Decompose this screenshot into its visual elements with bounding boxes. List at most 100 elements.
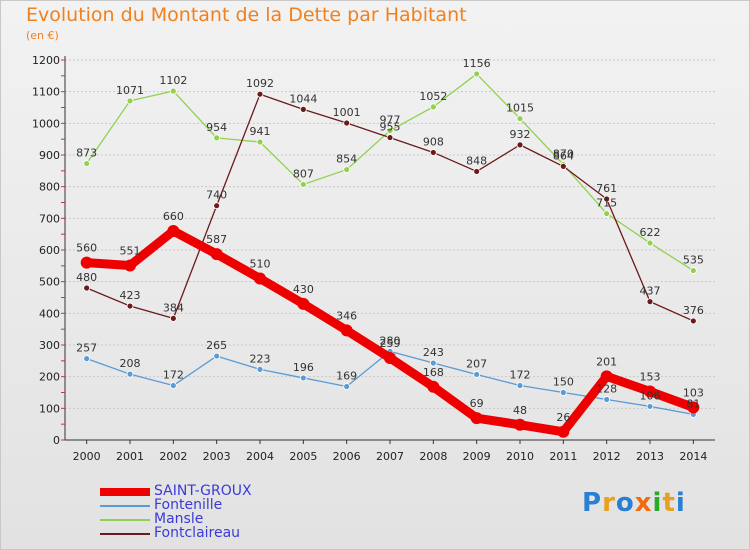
data-point <box>559 162 567 170</box>
data-label: 259 <box>380 337 401 350</box>
data-label: 1015 <box>506 102 534 115</box>
data-label: 172 <box>163 369 184 382</box>
data-point <box>299 106 307 113</box>
data-point <box>83 355 91 363</box>
data-label: 168 <box>423 366 444 379</box>
data-label: 346 <box>336 309 357 322</box>
data-point <box>83 284 91 292</box>
data-point <box>256 365 264 373</box>
data-label: 423 <box>120 289 141 302</box>
y-tick-label: 800 <box>39 181 60 194</box>
y-tick-label: 0 <box>53 434 60 447</box>
x-tick-label: 2011 <box>549 450 577 463</box>
data-point <box>213 202 221 210</box>
data-label: 954 <box>206 121 227 134</box>
data-label: 26 <box>556 411 570 424</box>
data-label: 1001 <box>333 106 361 119</box>
legend-swatch <box>100 533 150 535</box>
data-label: 535 <box>683 254 704 267</box>
data-label: 81 <box>686 397 700 410</box>
data-label: 223 <box>250 352 271 365</box>
data-label: 208 <box>120 357 141 370</box>
data-point <box>687 401 700 414</box>
data-label: 376 <box>683 304 704 317</box>
x-tick-label: 2001 <box>116 450 144 463</box>
data-point <box>646 239 654 247</box>
data-point <box>213 352 221 360</box>
data-label: 622 <box>640 226 661 239</box>
x-tick-label: 2009 <box>463 450 491 463</box>
chart-unit: (en €) <box>26 29 59 42</box>
data-label: 1156 <box>463 57 491 70</box>
x-tick-label: 2004 <box>246 450 274 463</box>
data-point <box>427 380 440 393</box>
data-point <box>254 272 266 285</box>
legend-label: SAINT-GROUX <box>154 483 252 499</box>
data-point <box>473 168 481 175</box>
data-label: 265 <box>206 339 227 352</box>
data-label: 873 <box>76 147 97 160</box>
data-point <box>256 138 264 146</box>
x-tick-label: 2002 <box>159 450 187 463</box>
y-tick-label: 200 <box>39 371 60 384</box>
data-label: 1052 <box>419 90 447 103</box>
data-point <box>429 149 437 156</box>
data-point <box>473 371 481 378</box>
data-label: 854 <box>336 153 357 166</box>
x-tick-label: 2006 <box>333 450 361 463</box>
data-point <box>124 259 136 272</box>
data-point <box>600 370 613 383</box>
data-point <box>343 166 351 173</box>
data-point <box>646 403 654 410</box>
y-tick-label: 700 <box>39 212 60 225</box>
data-point <box>213 134 221 142</box>
legend-label: Mansle <box>154 511 204 527</box>
y-tick-label: 600 <box>39 244 60 257</box>
data-label: 103 <box>683 386 704 399</box>
legend-swatch <box>100 519 150 521</box>
data-point <box>386 127 394 135</box>
data-point <box>516 141 524 149</box>
data-point <box>169 382 177 389</box>
data-label: 740 <box>206 189 227 202</box>
x-tick-label: 2013 <box>636 450 664 463</box>
data-point <box>514 418 526 431</box>
data-label: 587 <box>206 233 227 246</box>
data-point <box>297 297 310 310</box>
data-label: 1092 <box>246 77 274 90</box>
data-label: 437 <box>640 285 661 298</box>
proxiti-logo: Proxiti <box>582 488 686 518</box>
data-point <box>603 210 611 217</box>
data-point <box>429 359 437 367</box>
x-tick-label: 2007 <box>376 450 404 463</box>
data-point <box>429 103 437 111</box>
data-label: 243 <box>423 346 444 359</box>
data-label: 715 <box>596 197 617 210</box>
series-line-saint-groux <box>82 226 698 437</box>
data-point <box>343 119 351 127</box>
data-label: 560 <box>76 242 97 255</box>
data-label: 128 <box>596 382 617 395</box>
x-tick-label: 2003 <box>203 450 231 463</box>
data-label: 430 <box>293 283 314 296</box>
y-tick-label: 1000 <box>32 117 60 130</box>
data-point <box>299 374 307 382</box>
y-tick-label: 300 <box>39 339 60 352</box>
data-label: 932 <box>510 128 531 141</box>
data-label: 1102 <box>159 74 187 87</box>
data-label: 169 <box>336 369 357 382</box>
data-label: 201 <box>596 355 617 368</box>
x-tick-label: 2012 <box>593 450 621 463</box>
y-tick-label: 400 <box>39 307 60 320</box>
data-label: 1071 <box>116 84 144 97</box>
data-label: 510 <box>250 258 271 271</box>
x-tick-label: 2005 <box>289 450 317 463</box>
data-label: 172 <box>510 369 531 382</box>
data-point <box>169 87 177 95</box>
y-tick-label: 100 <box>39 402 60 415</box>
data-point <box>343 383 351 390</box>
chart-title: Evolution du Montant de la Dette par Hab… <box>26 4 467 26</box>
y-tick-label: 1100 <box>32 86 60 99</box>
data-label: 551 <box>120 245 141 258</box>
data-label: 150 <box>553 376 574 389</box>
